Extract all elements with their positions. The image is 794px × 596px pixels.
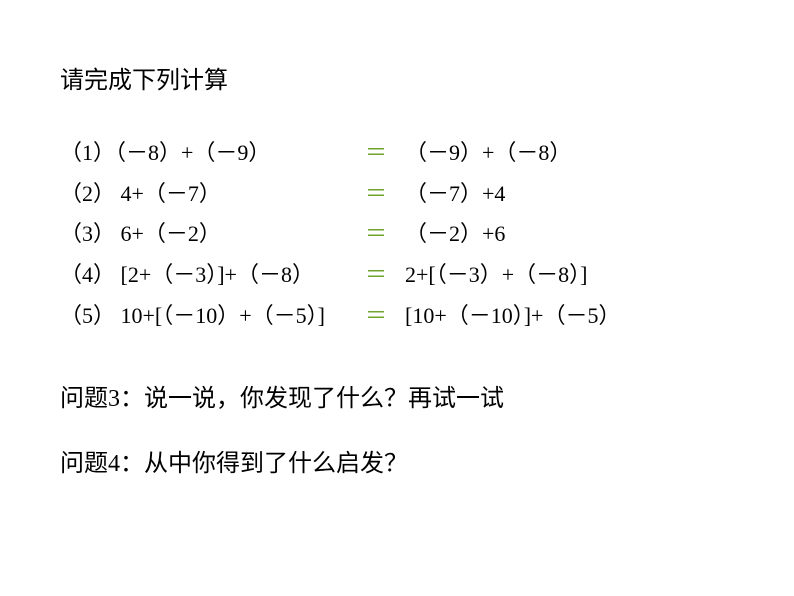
equation-equals: ＝ bbox=[365, 133, 405, 174]
equations-list: （1）（－8）+（－9） ＝ （－9）+（－8） （2） 4+（－7） ＝ （－… bbox=[60, 133, 734, 336]
equation-equals: ＝ bbox=[365, 174, 405, 215]
equation-left: （3） 6+（－2） bbox=[60, 214, 365, 255]
equation-row: （5） 10+[（－10）+（－5）] ＝ [10+（－10）]+（－5） bbox=[60, 296, 734, 337]
equation-row: （2） 4+（－7） ＝ （－7）+4 bbox=[60, 174, 734, 215]
equation-row: （3） 6+（－2） ＝ （－2）+6 bbox=[60, 214, 734, 255]
question-3: 问题3：说一说，你发现了什么？再试一试 bbox=[60, 378, 734, 413]
equation-left: （1）（－8）+（－9） bbox=[60, 133, 365, 174]
equation-right: （－2）+6 bbox=[405, 214, 505, 255]
equation-right: （－9）+（－8） bbox=[405, 133, 571, 174]
instruction-header: 请完成下列计算 bbox=[60, 60, 734, 95]
equation-left: （5） 10+[（－10）+（－5）] bbox=[60, 296, 365, 337]
equation-row: （4） [2+（－3）]+（－8） ＝ 2+[（－3）+（－8）] bbox=[60, 255, 734, 296]
equation-right: 2+[（－3）+（－8）] bbox=[405, 255, 587, 296]
equation-right: （－7）+4 bbox=[405, 174, 505, 215]
equation-left: （4） [2+（－3）]+（－8） bbox=[60, 255, 365, 296]
equation-left: （2） 4+（－7） bbox=[60, 174, 365, 215]
equation-equals: ＝ bbox=[365, 214, 405, 255]
equation-row: （1）（－8）+（－9） ＝ （－9）+（－8） bbox=[60, 133, 734, 174]
equation-equals: ＝ bbox=[365, 296, 405, 337]
equation-equals: ＝ bbox=[365, 255, 405, 296]
equation-right: [10+（－10）]+（－5） bbox=[405, 296, 620, 337]
question-4: 问题4：从中你得到了什么启发？ bbox=[60, 443, 734, 478]
